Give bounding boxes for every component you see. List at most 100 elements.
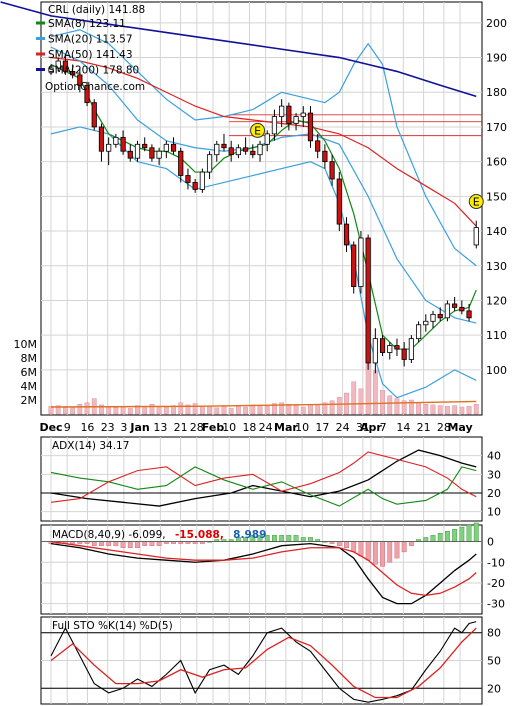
volume-bar <box>466 406 472 415</box>
price-tick-label: 110 <box>486 329 507 342</box>
sma50-line <box>50 56 477 227</box>
candle-body <box>379 338 386 353</box>
macd-hist-bar <box>308 537 313 542</box>
volume-bar <box>55 405 61 415</box>
candle-body <box>264 133 270 145</box>
candle-body <box>106 143 112 152</box>
earnings-marker <box>250 122 266 138</box>
candle-body <box>156 150 162 159</box>
indicator-tick-label: 80 <box>487 627 501 640</box>
macd-hist-bar <box>459 526 465 542</box>
candle-body <box>48 67 54 72</box>
volume-bar <box>380 390 385 415</box>
date-tick-label: 7 <box>380 421 387 434</box>
volume-bar <box>214 407 220 415</box>
candle-body <box>466 310 472 319</box>
candle-body <box>113 136 119 145</box>
date-tick-label: 10 <box>222 421 236 434</box>
indicator-tick-label: -30 <box>487 598 505 611</box>
candle-body <box>98 126 105 152</box>
volume-bar <box>279 402 285 415</box>
macd-grid: 0 -10 -20 -30 <box>41 525 505 614</box>
price-tick-label: 170 <box>486 121 507 134</box>
candle-body <box>351 244 357 287</box>
date-tick-label: 16 <box>80 421 94 434</box>
volume-bar <box>308 404 313 415</box>
candle-body <box>206 154 213 173</box>
sto-d-line <box>50 627 477 699</box>
volume-bar <box>135 405 140 415</box>
price-tick-label: 120 <box>486 294 507 307</box>
indicator-tick-label: 0 <box>487 536 494 549</box>
candle-body <box>214 143 220 156</box>
candle-body <box>185 175 191 183</box>
candle-body <box>134 143 141 159</box>
candle-body <box>228 147 234 156</box>
volume-average-line <box>50 400 477 408</box>
candle-body <box>358 237 364 287</box>
volume-bar <box>315 405 321 415</box>
date-tick-label: 9 <box>64 421 71 434</box>
macd-label-main: MACD(8,40,9) -6.099, <box>52 529 166 541</box>
macd-hist-bar <box>372 541 378 565</box>
volume-bar <box>171 405 176 415</box>
macd-hist-bar <box>293 535 299 542</box>
indicator-tick-label: 50 <box>487 655 501 668</box>
volume-bar <box>437 405 443 415</box>
candle-body <box>192 182 198 190</box>
date-tick-label: Dec <box>39 421 62 434</box>
volume-bar <box>106 406 112 415</box>
macd-hist-bar <box>445 531 450 542</box>
price-panel-frame <box>40 1 483 416</box>
candle-body <box>459 307 465 312</box>
candle-body <box>250 150 256 156</box>
plus-di-line <box>50 466 477 507</box>
indicator-tick-label: -20 <box>487 577 505 590</box>
macd-hist-bar <box>394 541 400 559</box>
volume-bar <box>264 406 270 415</box>
volume-bar <box>358 388 364 415</box>
volume-bar <box>185 404 191 415</box>
sma200-line <box>0 1 477 98</box>
sto-panel: 20 50 80 Full STO %K(14) %D(5) <box>40 616 501 705</box>
volume-bar <box>243 406 249 415</box>
date-tick-label: 28 <box>190 421 204 434</box>
volume-bar <box>423 404 429 415</box>
macd-hist-bar <box>473 522 479 542</box>
volume-bar <box>178 402 184 415</box>
volume-bar <box>250 404 256 415</box>
macd-series <box>50 540 477 605</box>
volume-bar <box>473 404 479 415</box>
candle-body <box>329 161 335 180</box>
macd-hist-bar <box>272 535 277 542</box>
macd-signal-line <box>50 540 477 597</box>
macd-hist-bar <box>423 537 429 542</box>
candle-body <box>293 116 299 124</box>
candle-body <box>437 313 443 319</box>
macd-hist-bar <box>120 541 126 548</box>
date-tick-label: 14 <box>396 421 410 434</box>
volume-bar <box>416 402 421 415</box>
volume-bar <box>192 403 198 415</box>
date-tick-label: 28 <box>437 421 451 434</box>
macd-hist-bar <box>99 541 104 546</box>
earnings-label: E <box>473 196 480 209</box>
price-tick-label: 180 <box>486 86 507 99</box>
price-tick-label: 200 <box>486 17 507 30</box>
legend-item: SMA(200) 178.80 <box>48 65 139 77</box>
volume-bar <box>293 405 299 415</box>
candle-body <box>401 348 407 360</box>
volume-bars <box>48 336 479 415</box>
date-tick-label: 24 <box>259 421 273 434</box>
legend-item: SMA(20) 113.57 <box>48 34 133 46</box>
candles <box>48 54 479 374</box>
date-tick-label: Feb <box>202 421 225 434</box>
earnings-marks: EE <box>250 122 484 210</box>
price-tick-label: 140 <box>486 225 507 238</box>
price-tick-label: 190 <box>486 52 507 65</box>
volume-bar <box>77 404 83 415</box>
macd-hist-bar <box>106 541 112 546</box>
